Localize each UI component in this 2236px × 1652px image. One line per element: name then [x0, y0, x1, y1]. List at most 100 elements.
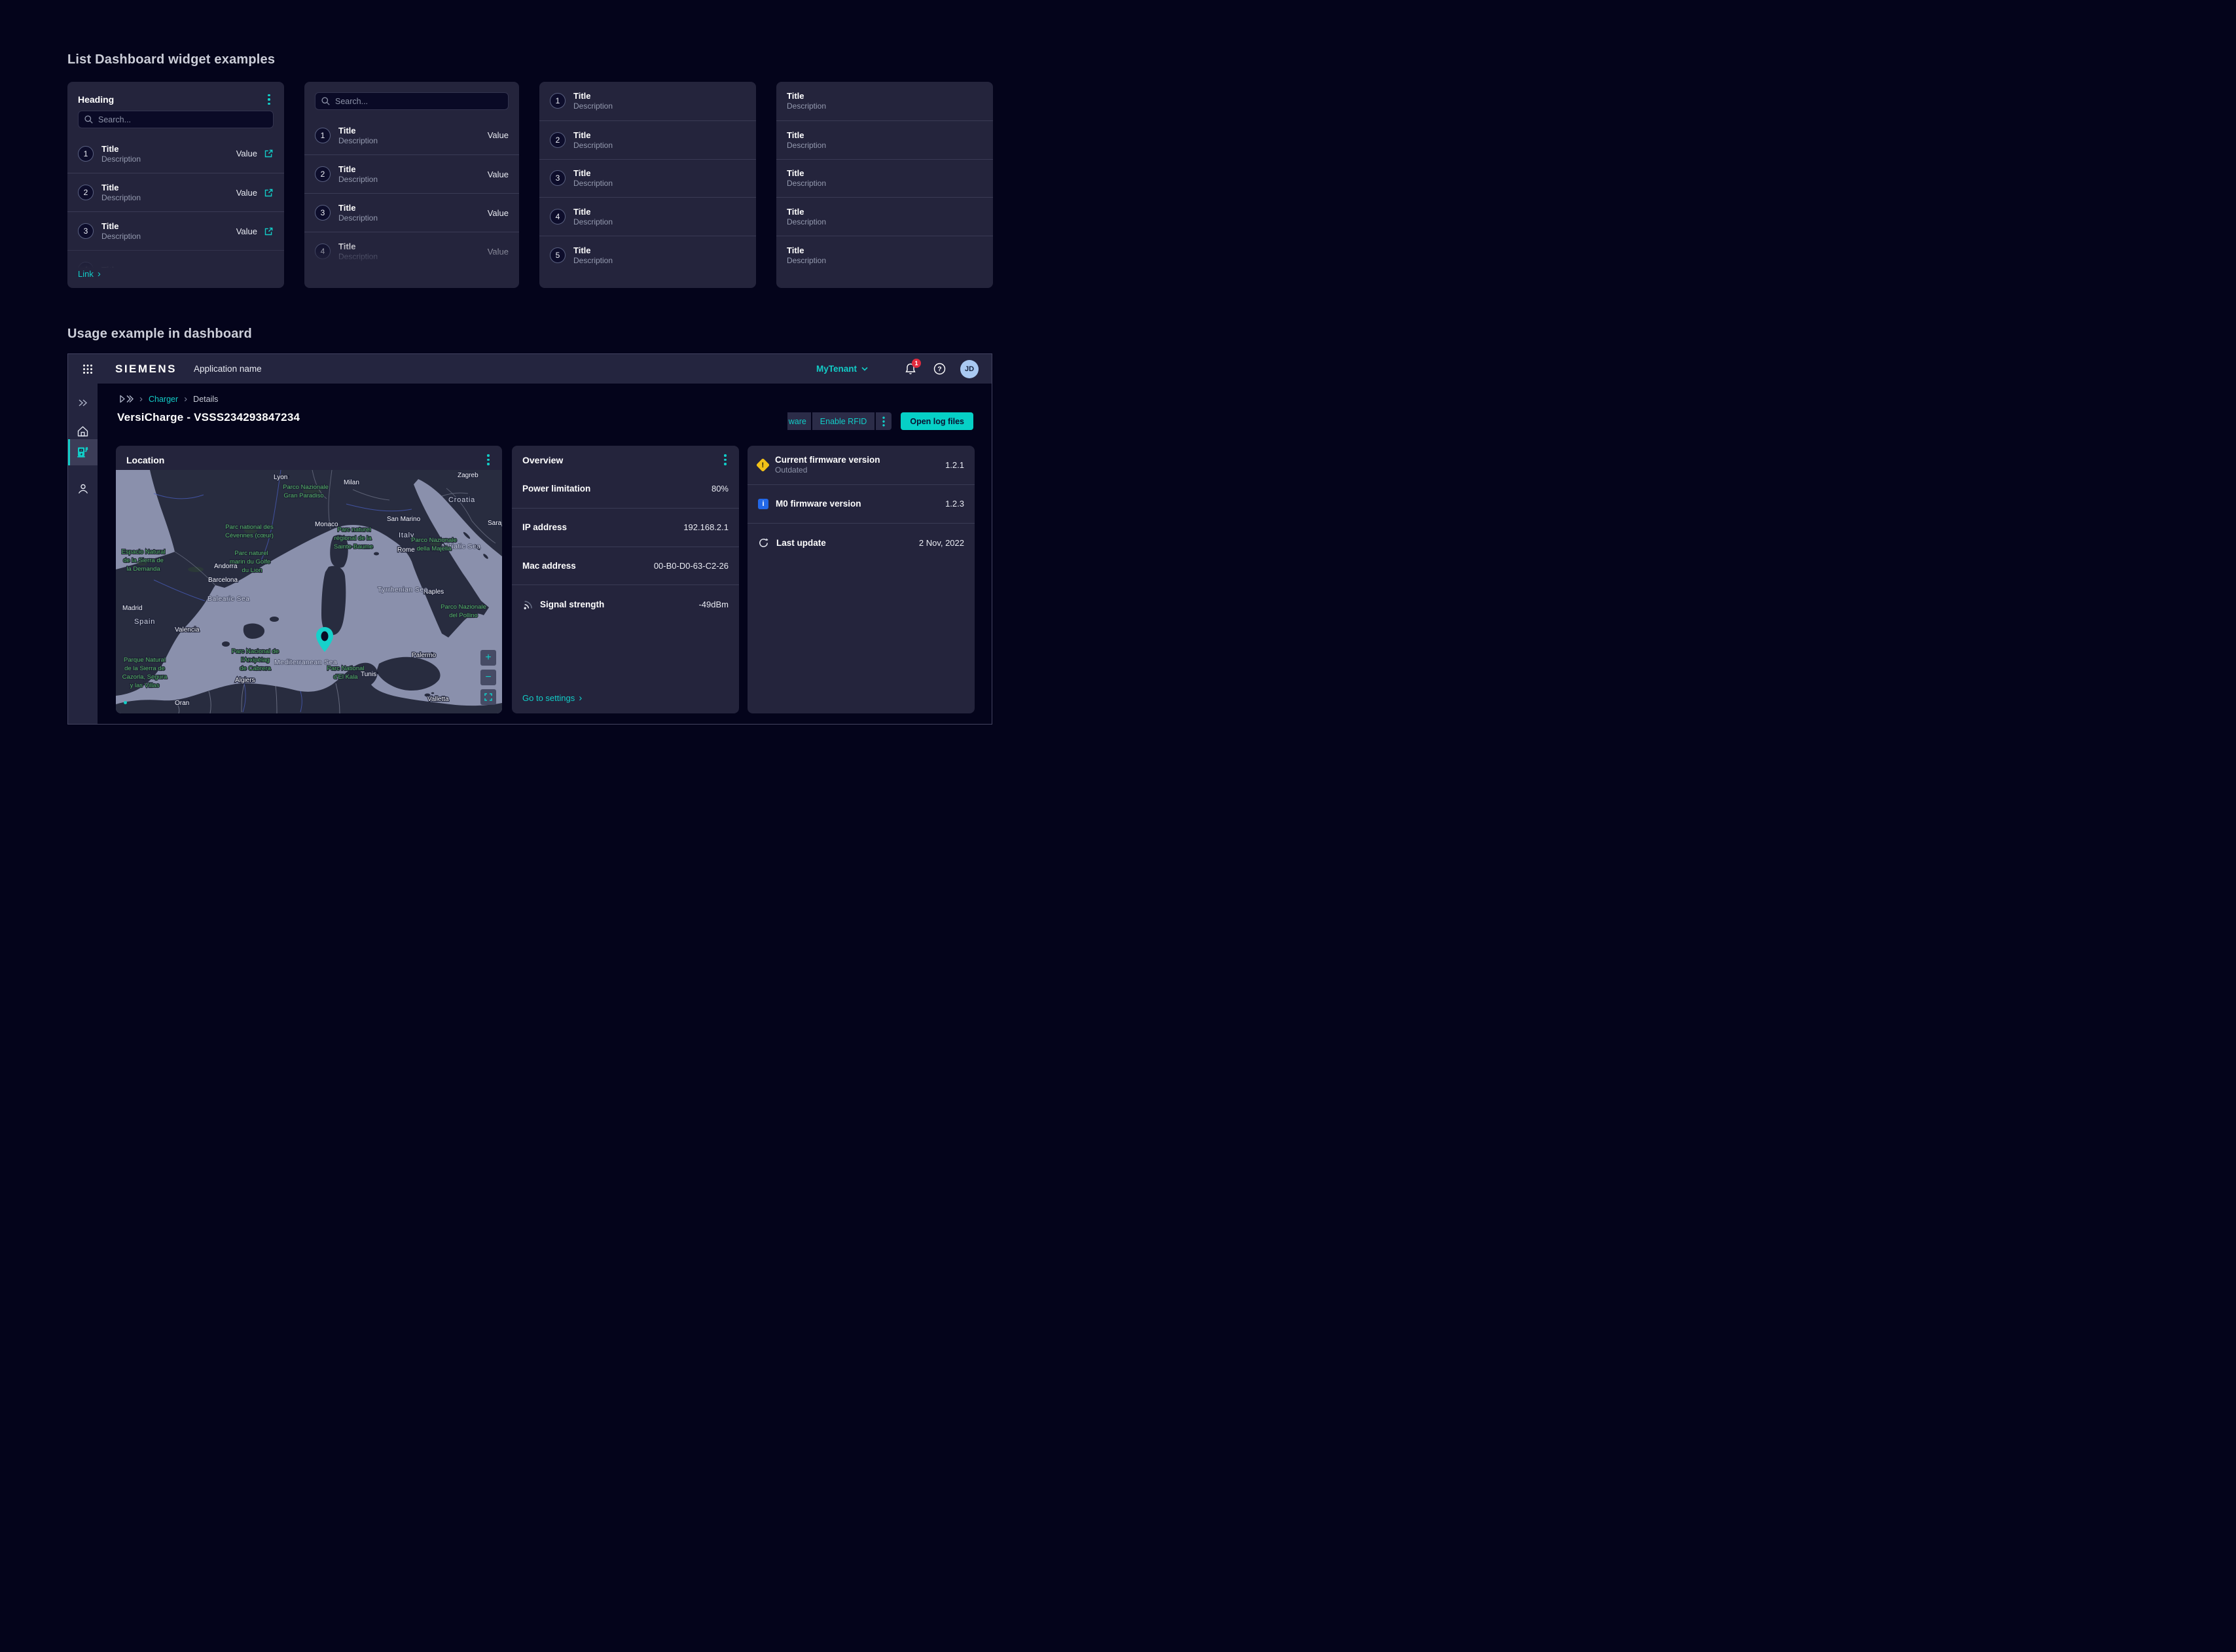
item-title: Title	[787, 130, 826, 140]
kebab-menu-icon[interactable]	[482, 454, 494, 466]
list-item[interactable]: 1 TitleDescription Value	[67, 134, 284, 173]
list-item[interactable]: 3 TitleDescription Value	[67, 211, 284, 250]
item-description: Description	[101, 193, 141, 202]
map-label-park: Cévennes (cœur)	[225, 532, 274, 539]
item-title: Title	[573, 168, 613, 178]
sidebar-item-charger[interactable]	[68, 439, 98, 465]
map-attribution-icon[interactable]	[124, 701, 127, 704]
item-number-badge: 2	[550, 132, 566, 148]
search-icon	[84, 115, 94, 124]
overview-row-signal-strength: Signal strength -49dBm	[512, 585, 739, 624]
external-link-icon[interactable]	[264, 149, 274, 158]
map-label-park: del Pollino	[449, 612, 478, 619]
item-title: Title	[787, 91, 826, 101]
item-description: Description	[338, 213, 378, 223]
section-title-usage-example: Usage example in dashboard	[67, 327, 252, 342]
map-label-park: l'Arxipèlag	[241, 656, 270, 664]
item-title: Title	[338, 203, 378, 213]
item-description: Description	[573, 179, 613, 188]
enable-rfid-button[interactable]: Enable RFID	[812, 412, 875, 430]
sidebar-expand-button[interactable]	[68, 392, 98, 413]
widget-list: 1 TitleDescription Value 2 TitleDescript…	[67, 134, 284, 268]
row-label: Current firmware version	[775, 455, 880, 465]
sidebar-item-user[interactable]	[68, 478, 98, 499]
item-title: Title	[338, 164, 378, 174]
map-label-park: Parc National	[327, 665, 364, 672]
map[interactable]: Lyon Milan Zagreb Croatia Monaco San Mar…	[116, 470, 502, 713]
list-item[interactable]: TitleDescription	[776, 236, 993, 274]
list-item[interactable]: TitleDescription	[776, 197, 993, 236]
item-value: Value	[488, 247, 509, 257]
list-item-partial[interactable]: 4 Title	[67, 250, 284, 268]
list-item[interactable]: TitleDescription	[776, 159, 993, 198]
list-item[interactable]: 2 TitleDescription Value	[304, 154, 519, 193]
map-label-city: San Marino	[387, 516, 421, 523]
widget-examples-row: Heading 1 TitleDescription Value 2 Title…	[67, 82, 993, 288]
item-value: Value	[236, 226, 257, 236]
map-label-park: Parc Nacional de	[232, 648, 279, 655]
map-label-city: Valencia	[175, 626, 200, 634]
row-value: 2 Nov, 2022	[919, 538, 964, 548]
open-log-files-button[interactable]: Open log files	[901, 412, 973, 430]
item-description: Description	[573, 217, 613, 226]
breadcrumb-link-charger[interactable]: Charger	[149, 395, 178, 404]
row-label: Last update	[776, 538, 826, 548]
zoom-out-button[interactable]: −	[480, 670, 496, 685]
list-item[interactable]: 3 TitleDescription	[539, 159, 756, 198]
row-label: M0 firmware version	[776, 499, 861, 509]
item-description: Description	[573, 101, 613, 111]
tenant-selector[interactable]: MyTenant	[816, 364, 868, 374]
map-canvas: Lyon Milan Zagreb Croatia Monaco San Mar…	[116, 470, 502, 713]
external-link-icon[interactable]	[264, 188, 274, 198]
map-label-park: Espacio Natural	[121, 548, 165, 556]
breadcrumb-root-icon[interactable]	[119, 395, 134, 403]
list-item[interactable]: 4 TitleDescription Value	[304, 232, 519, 265]
list-item[interactable]: 1 TitleDescription	[539, 82, 756, 120]
update-firmware-button-clipped[interactable]: ware	[787, 412, 811, 430]
home-icon	[77, 425, 89, 437]
refresh-icon	[758, 537, 769, 548]
info-icon: i	[758, 499, 768, 509]
signal-strength-icon	[522, 599, 534, 611]
list-item[interactable]: 5 TitleDescription	[539, 236, 756, 274]
go-to-settings-link[interactable]: Go to settings›	[522, 693, 582, 703]
map-label-park: de la Sierra de	[123, 557, 164, 564]
link-label: Link	[78, 269, 94, 279]
zoom-in-button[interactable]: +	[480, 650, 496, 666]
kebab-menu-icon[interactable]	[263, 94, 275, 105]
map-land-sardinia	[321, 566, 346, 636]
row-status: Outdated	[775, 465, 880, 475]
list-item[interactable]: 2 TitleDescription	[539, 120, 756, 159]
item-title: Title	[787, 168, 826, 178]
list-item[interactable]: 4 TitleDescription	[539, 197, 756, 236]
overview-row-mac-address: Mac address 00-B0-D0-63-C2-26	[512, 547, 739, 586]
map-land-gozo	[431, 692, 434, 694]
help-button[interactable]: ?	[933, 363, 946, 375]
search-input[interactable]	[78, 111, 274, 128]
external-link-icon[interactable]	[264, 226, 274, 236]
map-label-park: de la Sierra de	[124, 665, 165, 672]
item-title: Title	[787, 207, 826, 217]
list-item[interactable]: 2 TitleDescription Value	[67, 173, 284, 211]
list-item[interactable]: TitleDescription	[776, 82, 993, 120]
item-title: Title	[787, 245, 826, 255]
person-icon	[77, 483, 89, 495]
list-item[interactable]: TitleDescription	[776, 120, 993, 159]
list-item[interactable]: 1 TitleDescription Value	[304, 116, 519, 154]
widget-footer-link[interactable]: Link›	[78, 269, 101, 279]
fullscreen-button[interactable]	[480, 689, 496, 705]
kebab-menu-icon[interactable]	[719, 454, 731, 466]
user-avatar[interactable]: JD	[960, 360, 979, 378]
breadcrumb-separator: ›	[184, 394, 187, 404]
notifications-button[interactable]: 1	[905, 363, 916, 375]
map-label-park: la Demanda	[126, 566, 160, 573]
sidebar	[68, 384, 98, 724]
app-launcher-grid-icon[interactable]	[82, 364, 93, 374]
brand-logo: SIEMENS	[115, 363, 177, 376]
item-description: Description	[787, 141, 826, 150]
more-actions-kebab-button[interactable]	[876, 412, 892, 430]
search-input[interactable]	[315, 92, 509, 110]
widget-search	[315, 92, 509, 110]
item-description: Description	[787, 256, 826, 265]
list-item[interactable]: 3 TitleDescription Value	[304, 193, 519, 232]
